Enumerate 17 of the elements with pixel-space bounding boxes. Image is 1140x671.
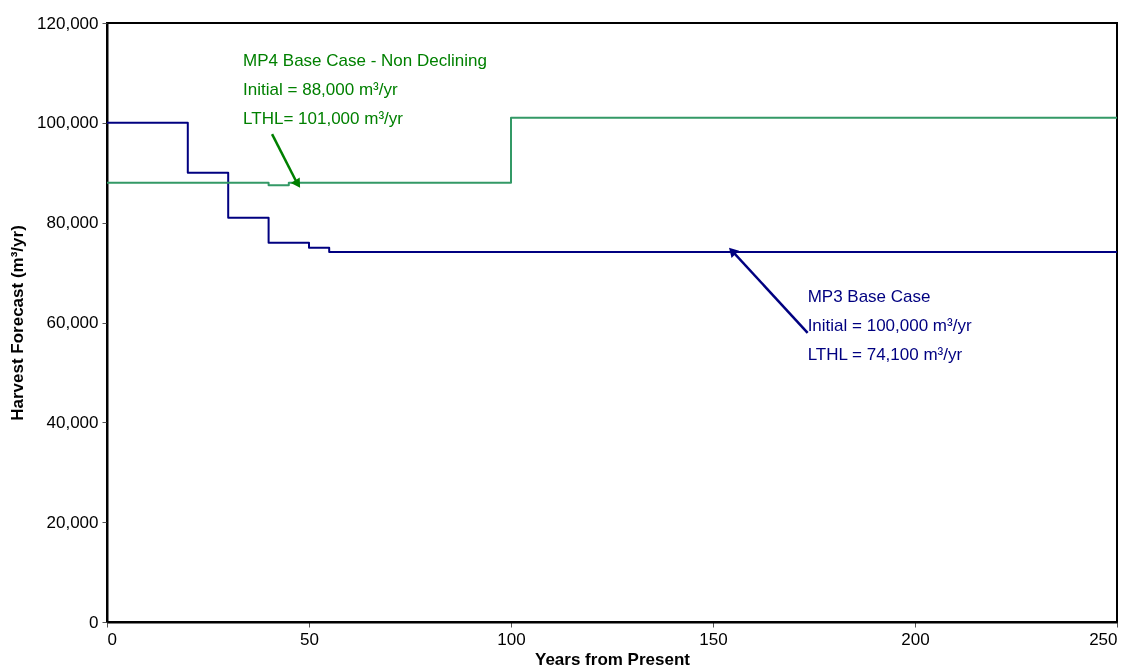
x-tick-label: 50 (300, 629, 319, 649)
x-tick-label: 250 (1089, 629, 1118, 649)
annotation: MP3 Base Case Initial = 100,000 m³/yr LTHL = 74,100 m³/yr (807, 287, 972, 365)
x-tick-label: 0 (107, 629, 117, 649)
y-tick-label: 60,000 (46, 313, 99, 332)
y-tick-label: 20,000 (46, 512, 99, 532)
y-tick-label: 80,000 (46, 213, 99, 233)
x-tick-label: 100 (497, 629, 526, 649)
annotation: MP4 Base Case - Non Declining Initial = 88,000 m³/yr LTHL= 101,000 m³/yr (243, 51, 487, 129)
y-tick-label: 120,000 (37, 13, 99, 33)
x-axis-title: Years from Present (535, 649, 691, 669)
y-tick-label: 40,000 (46, 412, 99, 432)
x-tick-label: 200 (901, 629, 930, 649)
y-axis-title: Harvest Forecast (m³/yr) (8, 225, 28, 421)
y-tick-label: 0 (89, 612, 99, 632)
x-tick-label: 150 (699, 629, 728, 649)
y-tick-label: 100,000 (37, 113, 99, 133)
